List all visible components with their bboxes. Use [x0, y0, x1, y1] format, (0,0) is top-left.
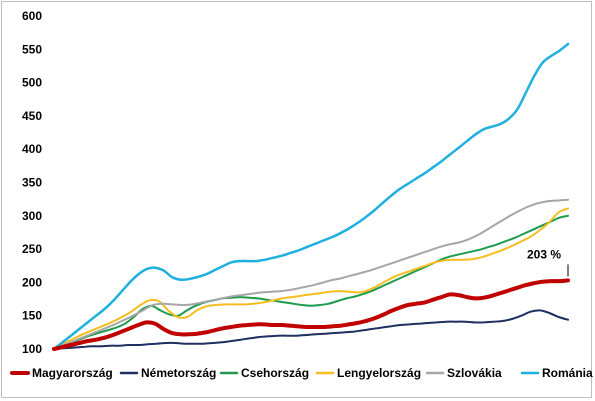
y-tick-label: 300: [22, 209, 42, 223]
y-tick-label: 500: [22, 76, 42, 90]
y-tick-label: 600: [22, 9, 42, 23]
series-line-Szlovákia: [53, 198, 569, 350]
y-tick-label: 100: [22, 342, 42, 356]
series-line-Németország: [53, 309, 569, 350]
legend-label: Németország: [141, 366, 216, 380]
y-tick-label: 400: [22, 142, 42, 156]
series-line-Magyarország: [52, 278, 570, 351]
legend-label: Csehország: [241, 366, 309, 380]
legend-label: Lengyelország: [337, 366, 421, 380]
series-line-Románia: [52, 42, 570, 351]
y-tick-label: 350: [22, 176, 42, 190]
legend-label: Magyarország: [32, 366, 113, 380]
legend-label: Szlovákia: [447, 366, 502, 380]
legend-label: Románia: [542, 366, 593, 380]
y-tick-label: 200: [22, 275, 42, 289]
y-tick-label: 450: [22, 109, 42, 123]
y-tick-label: 150: [22, 309, 42, 323]
annotation-label: 203 %: [527, 247, 561, 261]
series-line-Lengyelország: [53, 207, 569, 350]
y-tick-label: 250: [22, 242, 42, 256]
y-tick-label: 550: [22, 42, 42, 56]
